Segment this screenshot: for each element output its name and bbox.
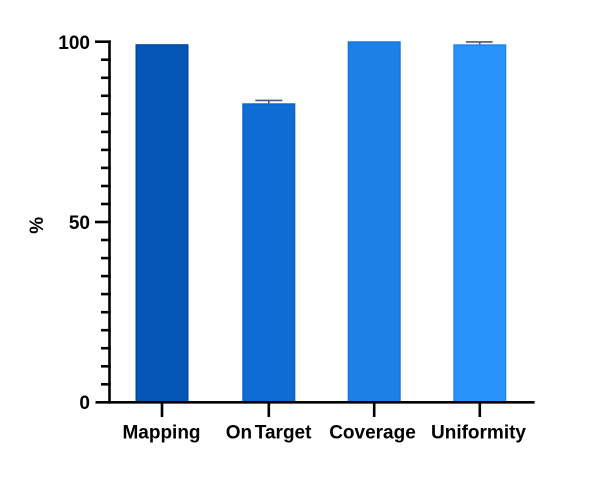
svg-text:%: % — [27, 217, 48, 234]
svg-text:100: 100 — [58, 33, 90, 54]
svg-text:Coverage: Coverage — [329, 422, 416, 443]
svg-text:0: 0 — [79, 393, 90, 414]
svg-text:50: 50 — [69, 213, 90, 234]
svg-text:On Target: On Target — [226, 422, 312, 443]
svg-text:Mapping: Mapping — [122, 422, 200, 443]
svg-text:Uniformity: Uniformity — [431, 422, 526, 443]
